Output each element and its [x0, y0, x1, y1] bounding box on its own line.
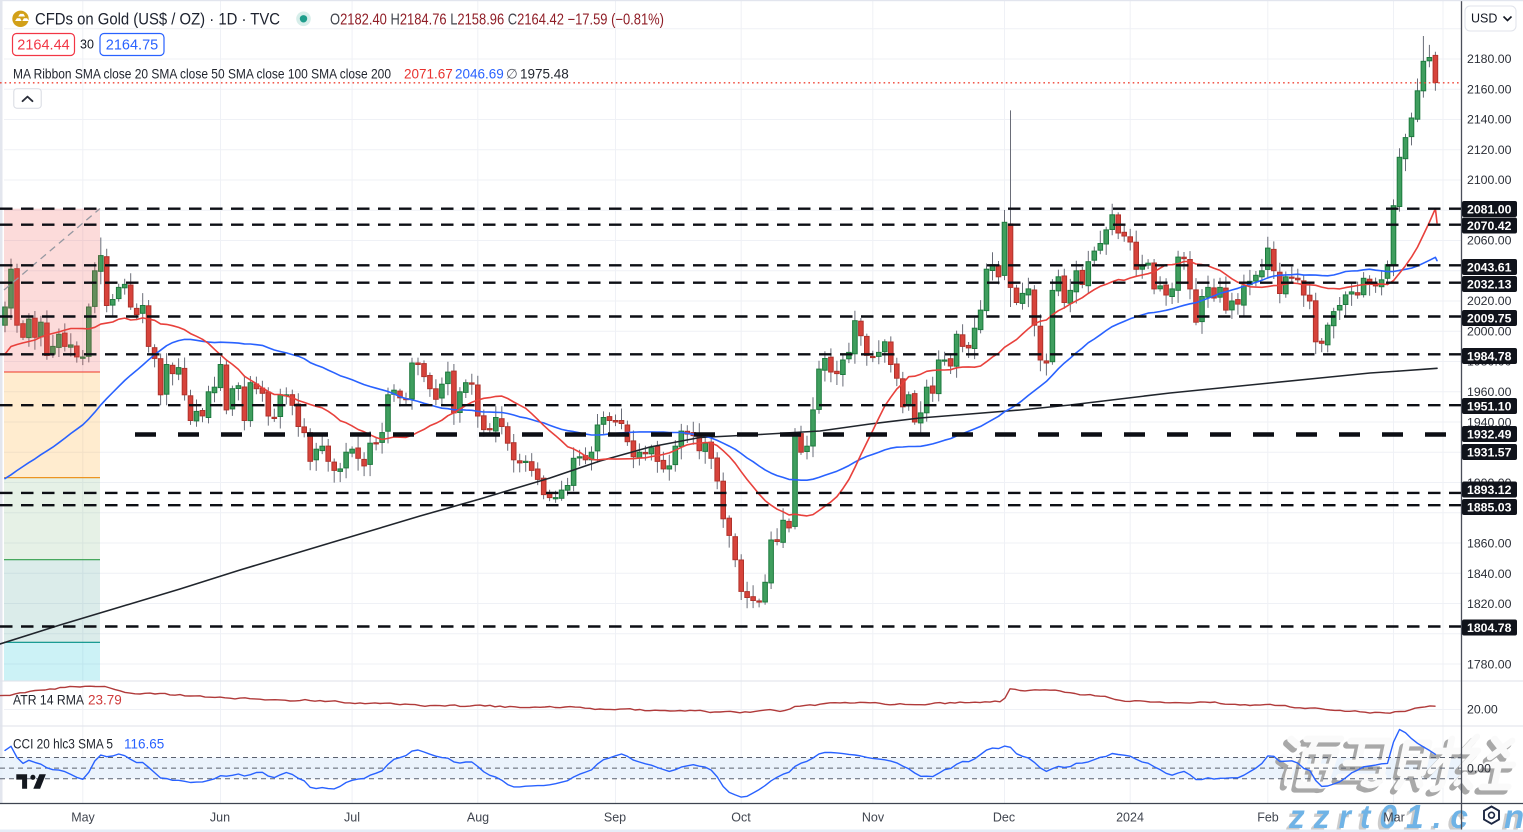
svg-text:CCI 20 hlc3 SMA 5: CCI 20 hlc3 SMA 5	[13, 737, 113, 752]
svg-text:2043.61: 2043.61	[1467, 260, 1512, 274]
svg-text:2120.00: 2120.00	[1467, 143, 1512, 157]
svg-text:2020.00: 2020.00	[1467, 294, 1512, 308]
svg-text:zzrt01.c: zzrt01.c	[1285, 801, 1474, 832]
svg-text:2164.75: 2164.75	[106, 38, 158, 54]
svg-text:Aug: Aug	[467, 811, 489, 825]
svg-text:2081.00: 2081.00	[1467, 202, 1512, 216]
svg-text:1951.10: 1951.10	[1467, 399, 1512, 413]
svg-text:23.79: 23.79	[88, 693, 122, 708]
svg-text:2060.00: 2060.00	[1467, 234, 1512, 248]
svg-text:n: n	[1501, 801, 1523, 832]
svg-text:2164.44: 2164.44	[17, 38, 69, 54]
svg-text:1975.48: 1975.48	[520, 67, 569, 82]
svg-text:116.65: 116.65	[124, 737, 164, 752]
svg-text:O2182.40 H2184.76 L2158.96 C21: O2182.40 H2184.76 L2158.96 C2164.42 −17.…	[330, 12, 664, 29]
svg-text:2046.69: 2046.69	[455, 67, 504, 82]
svg-text:1984.78: 1984.78	[1467, 349, 1512, 363]
svg-text:1931.57: 1931.57	[1467, 445, 1512, 459]
svg-text:Dec: Dec	[993, 811, 1015, 825]
svg-text:2009.75: 2009.75	[1467, 311, 1512, 325]
svg-text:2032.13: 2032.13	[1467, 277, 1512, 291]
svg-text:1860.00: 1860.00	[1467, 537, 1512, 551]
svg-text:2100.00: 2100.00	[1467, 173, 1512, 187]
svg-text:2071.67: 2071.67	[404, 67, 453, 82]
svg-text:2024: 2024	[1116, 811, 1144, 825]
svg-text:Jul: Jul	[344, 811, 360, 825]
svg-text:1960.00: 1960.00	[1467, 385, 1512, 399]
svg-text:Sep: Sep	[604, 811, 626, 825]
svg-text:2070.42: 2070.42	[1467, 219, 1512, 233]
svg-text:Nov: Nov	[862, 811, 885, 825]
svg-text:1893.12: 1893.12	[1467, 483, 1512, 497]
svg-text:1932.49: 1932.49	[1467, 427, 1512, 441]
svg-text:USD: USD	[1471, 12, 1497, 26]
svg-text:1804.78: 1804.78	[1467, 621, 1512, 635]
svg-text:Jun: Jun	[210, 811, 230, 825]
svg-text:2140.00: 2140.00	[1467, 113, 1512, 127]
svg-text:1840.00: 1840.00	[1467, 567, 1512, 581]
svg-text:Oct: Oct	[731, 811, 751, 825]
svg-text:1820.00: 1820.00	[1467, 597, 1512, 611]
svg-text:1780.00: 1780.00	[1467, 658, 1512, 672]
svg-text:2160.00: 2160.00	[1467, 83, 1512, 97]
svg-text:ATR 14 RMA: ATR 14 RMA	[13, 693, 84, 708]
svg-text:May: May	[71, 811, 95, 825]
svg-text:n: n	[1504, 798, 1523, 832]
svg-text:CFDs on Gold (US$ / OZ) · 1D ·: CFDs on Gold (US$ / OZ) · 1D · TVC	[35, 11, 280, 29]
svg-text:MA Ribbon SMA close 20 SMA clo: MA Ribbon SMA close 20 SMA close 50 SMA …	[13, 67, 391, 82]
svg-text:1940.00: 1940.00	[1467, 415, 1512, 429]
svg-text:30: 30	[80, 38, 94, 52]
svg-text:0.00: 0.00	[1467, 761, 1491, 775]
svg-text:Feb: Feb	[1257, 811, 1279, 825]
svg-text:Mar: Mar	[1383, 811, 1405, 825]
svg-text:2180.00: 2180.00	[1467, 52, 1512, 66]
svg-text:20.00: 20.00	[1467, 703, 1498, 717]
svg-text:1885.03: 1885.03	[1467, 500, 1512, 514]
svg-text:2000.00: 2000.00	[1467, 325, 1512, 339]
svg-text:∅: ∅	[506, 67, 518, 82]
